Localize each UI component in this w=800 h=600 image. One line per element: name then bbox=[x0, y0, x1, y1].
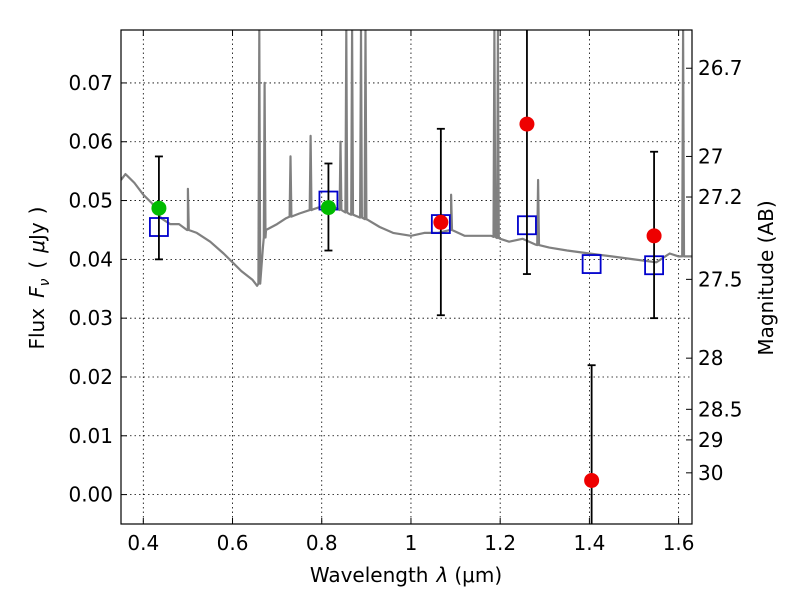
y2-axis-label: Magnitude (AB) bbox=[754, 200, 778, 355]
mag-tick-label: 28.5 bbox=[698, 397, 743, 421]
x-axis-label: Wavelength λ (μm) bbox=[310, 563, 502, 587]
mag-tick-label: 29 bbox=[698, 428, 723, 452]
plot-area bbox=[121, 30, 692, 524]
observed-point-red bbox=[646, 228, 662, 244]
y-tick-label: 0.01 bbox=[68, 424, 113, 448]
mag-tick-label: 27 bbox=[698, 144, 723, 168]
y-tick-label: 0.04 bbox=[68, 247, 113, 271]
axes: 0.4 0.6 0.8 1 1.2 1.4 1.6 0.00 0.01 0.02 0.03 0.04 0… bbox=[68, 30, 743, 555]
observed-point-green bbox=[151, 200, 167, 216]
y-tick-label: 0.06 bbox=[68, 130, 113, 154]
y-tick-label: 0.02 bbox=[68, 365, 113, 389]
model-photometry-square bbox=[581, 254, 602, 274]
mag-tick-label: 28 bbox=[698, 346, 723, 370]
mag-tick-label: 26.7 bbox=[698, 56, 743, 80]
observed-point-red bbox=[584, 472, 600, 488]
mag-tick-label: 27.2 bbox=[698, 185, 743, 209]
model-spectrum-line bbox=[121, 30, 692, 287]
y-tick-label: 0.05 bbox=[68, 189, 113, 213]
y-tick-label: 0.00 bbox=[68, 483, 113, 507]
grid bbox=[121, 30, 692, 524]
observed-point-red bbox=[519, 116, 535, 132]
y-tick-label: 0.03 bbox=[68, 306, 113, 330]
x-tick-label: 1.2 bbox=[484, 531, 516, 555]
mag-tick-label: 30 bbox=[698, 461, 723, 485]
y-axis-label: FluxFν(μJy) bbox=[25, 206, 53, 349]
x-tick-label: 0.8 bbox=[306, 531, 338, 555]
x-tick-label: 1 bbox=[405, 531, 418, 555]
x-tick-label: 1.6 bbox=[663, 531, 695, 555]
observed-point-red bbox=[433, 214, 449, 230]
x-tick-label: 1.4 bbox=[573, 531, 605, 555]
y-tick-label: 0.07 bbox=[68, 71, 113, 95]
mag-tick-label: 27.5 bbox=[698, 267, 743, 291]
plot-frame bbox=[120, 29, 693, 525]
x-tick-label: 0.6 bbox=[217, 531, 249, 555]
observed-point-green bbox=[320, 200, 336, 216]
x-tick-label: 0.4 bbox=[127, 531, 159, 555]
